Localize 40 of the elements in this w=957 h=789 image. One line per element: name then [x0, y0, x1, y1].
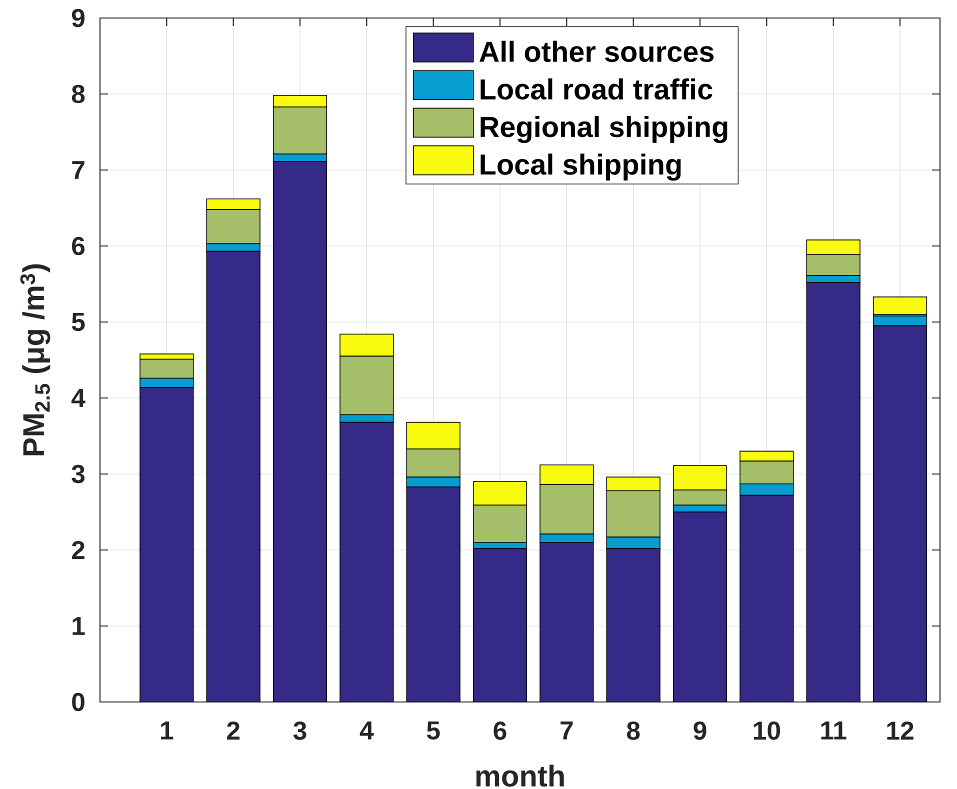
bar	[406, 486, 460, 702]
x-tick-label: 10	[754, 722, 780, 740]
bar	[140, 387, 194, 702]
y-tick-label: 7	[72, 161, 84, 179]
x-tick-label: 2	[227, 722, 240, 740]
y-tick-label: 9	[72, 8, 85, 28]
bar	[273, 162, 327, 702]
x-tick-label: 3	[293, 722, 306, 740]
x-tick-label: 12	[887, 722, 914, 740]
y-tick-label: 3	[72, 464, 85, 484]
legend-label: Local road traffic	[480, 78, 712, 100]
bar	[540, 542, 594, 702]
x-tick-label: 5	[426, 722, 440, 740]
y-tick-label: 5	[72, 312, 85, 332]
bar	[673, 512, 727, 702]
y-tick-label: 2	[72, 540, 84, 560]
x-tick-label: 6	[494, 722, 506, 740]
x-tick-label: 8	[626, 722, 640, 740]
legend-label: All other sources	[480, 40, 714, 62]
bar	[806, 282, 860, 702]
bar	[606, 548, 660, 702]
bar	[872, 325, 928, 702]
y-tick-label: 6	[72, 236, 85, 256]
bar	[740, 495, 794, 702]
bar	[340, 422, 394, 702]
x-axis-title: month	[476, 764, 564, 787]
x-tick-label: 11	[821, 722, 846, 740]
y-axis-title: PM$_{2.5}$ (μg /m$^{3}$)	[20, 264, 50, 456]
bar	[473, 548, 527, 702]
x-tick-label: 4	[360, 722, 374, 740]
legend-label: Local shipping	[480, 154, 681, 181]
y-tick-label: 1	[72, 617, 85, 635]
bar	[206, 251, 260, 702]
y-tick-label: 8	[72, 84, 85, 104]
y-tick-label: 4	[71, 389, 86, 407]
legend-label: Regional shipping	[480, 116, 728, 144]
x-tick-label: 1	[161, 722, 174, 740]
x-tick-label: 7	[560, 722, 573, 740]
y-tick-label: 0	[72, 692, 84, 712]
x-tick-label: 9	[694, 722, 706, 740]
